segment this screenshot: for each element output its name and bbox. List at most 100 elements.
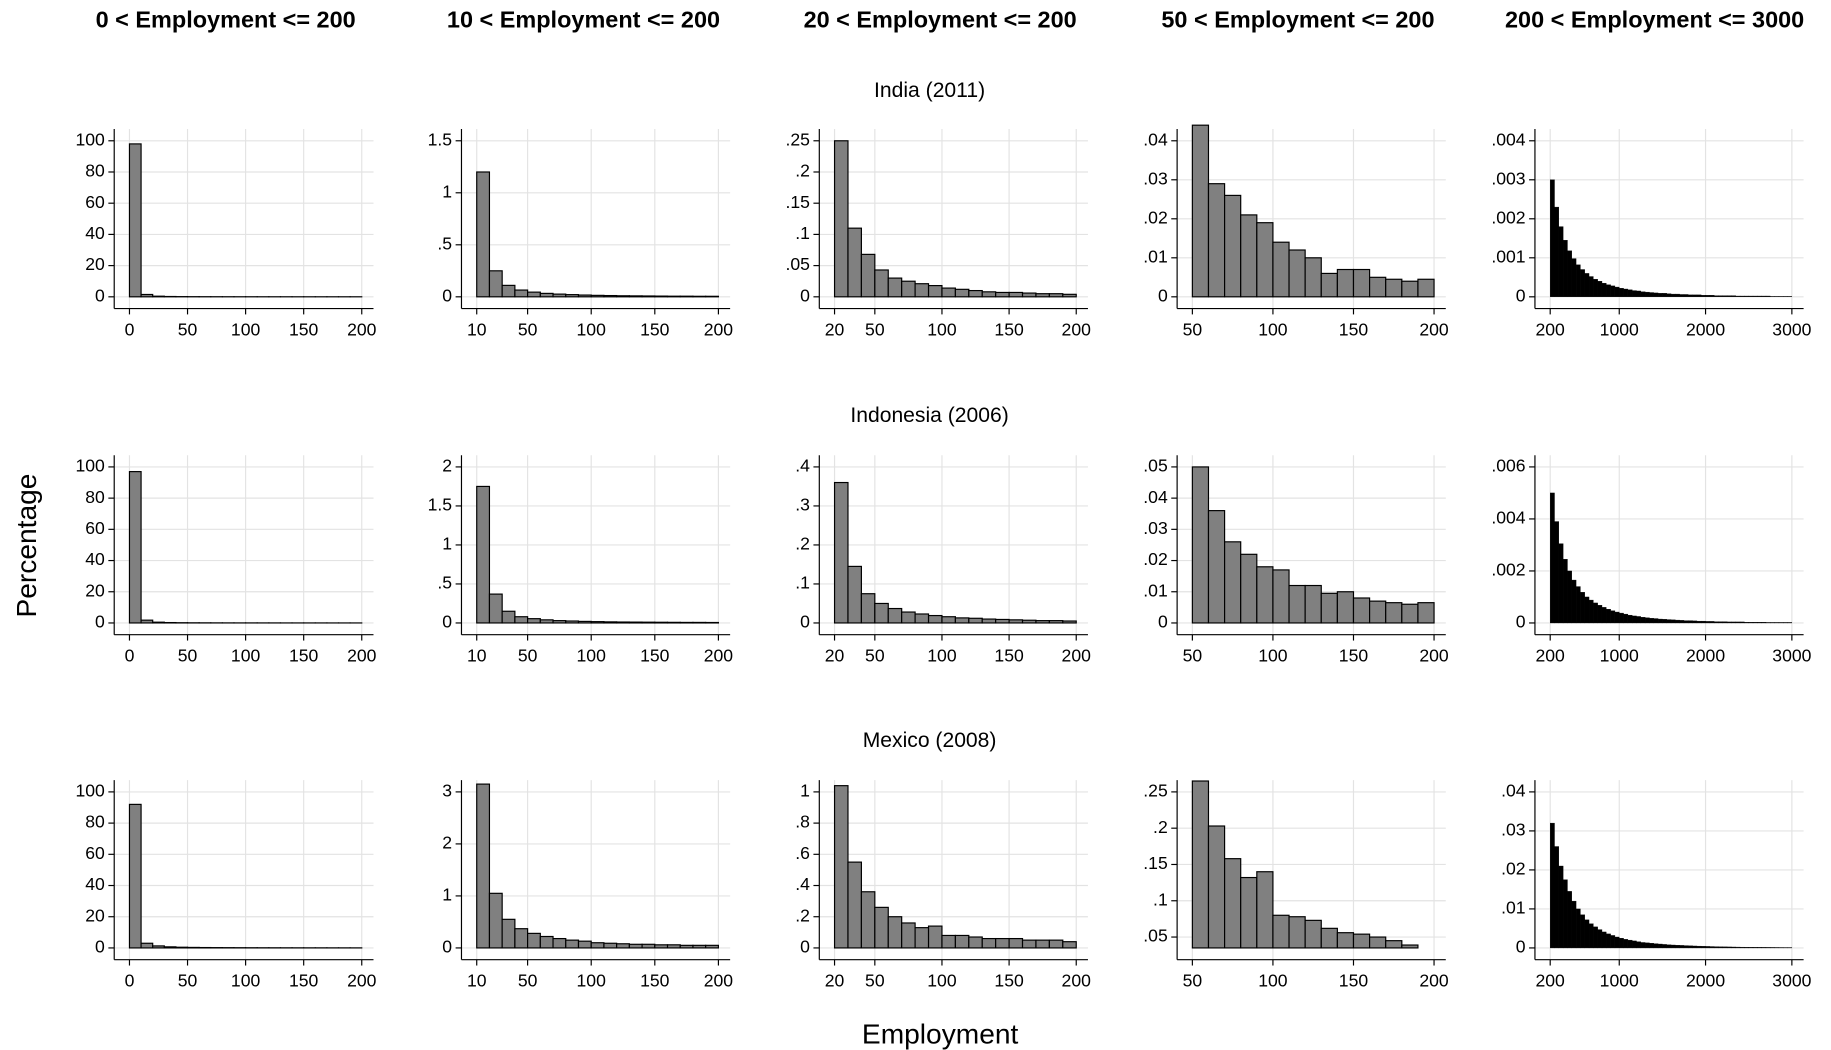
histogram-bar <box>1632 290 1637 297</box>
histogram-bar <box>1765 622 1771 624</box>
histogram-bar <box>1601 931 1607 949</box>
y-tick-label: 40 <box>85 549 105 569</box>
histogram-bar <box>128 803 142 949</box>
histogram-bar <box>1636 290 1641 297</box>
y-tick-label: 0 <box>800 285 810 305</box>
histogram-bar <box>1550 492 1555 624</box>
histogram-bar <box>1709 946 1715 949</box>
histogram-bar <box>1701 620 1706 624</box>
histogram-bar <box>1657 618 1663 624</box>
histogram-bar <box>1554 846 1560 949</box>
histogram-bar <box>1649 292 1654 297</box>
histogram-bar <box>1597 929 1603 949</box>
histogram-bar <box>860 253 876 298</box>
histogram-bar <box>1588 276 1594 297</box>
histogram-bar <box>1369 936 1387 949</box>
histogram-bar <box>1709 295 1715 297</box>
histogram-bar <box>1770 947 1775 949</box>
histogram-bar <box>565 294 580 298</box>
histogram-bar <box>1288 916 1306 949</box>
histogram-bar <box>1571 579 1577 624</box>
y-tick-label: 0 <box>1158 612 1168 632</box>
histogram-bar <box>1688 620 1693 624</box>
x-tick-label: 2000 <box>1686 646 1725 666</box>
x-tick-label: 200 <box>347 646 377 666</box>
x-tick-label: 100 <box>927 646 957 666</box>
x-tick-label: 150 <box>640 971 670 991</box>
histogram-bar <box>1649 943 1654 949</box>
x-tick-label: 150 <box>640 319 670 339</box>
histogram-bar <box>995 291 1010 298</box>
histogram-bar <box>641 621 656 624</box>
histogram-bar <box>1597 605 1603 624</box>
histogram-bar <box>1304 919 1322 949</box>
x-tick-label: 200 <box>347 319 377 339</box>
histogram-bar <box>1683 945 1689 949</box>
x-tick-label: 150 <box>289 971 319 991</box>
histogram-bar <box>1770 622 1775 624</box>
histogram-bar <box>565 939 580 949</box>
histogram-bar <box>1256 566 1274 624</box>
histogram-bar <box>1562 559 1568 624</box>
histogram-bar <box>1048 939 1064 949</box>
histogram-bar <box>692 621 707 624</box>
histogram-bar <box>1575 908 1581 949</box>
histogram-bar <box>1636 941 1641 949</box>
y-tick-label: 80 <box>85 487 105 507</box>
histogram-bar <box>1657 943 1663 949</box>
histogram-bar <box>927 614 943 624</box>
y-tick-label: .2 <box>795 161 810 181</box>
histogram-bar <box>140 942 154 949</box>
x-tick-label: 200 <box>1419 319 1449 339</box>
y-tick-label: 60 <box>85 843 105 863</box>
histogram-bar <box>1614 611 1620 624</box>
histogram-bar <box>1240 214 1258 298</box>
histogram-bar <box>1765 947 1771 949</box>
row-title: Indonesia (2006) <box>850 404 1008 427</box>
y-tick-label: 20 <box>85 254 105 274</box>
y-tick-label: .2 <box>795 534 810 554</box>
x-tick-label: 100 <box>1258 646 1288 666</box>
histogram-bar <box>1035 939 1050 949</box>
histogram-bar <box>679 944 694 949</box>
histogram-bar <box>1714 621 1719 624</box>
y-tick-label: .5 <box>437 573 452 593</box>
histogram-bar <box>995 618 1010 624</box>
y-tick-label: 0 <box>1516 937 1526 957</box>
y-tick-label: .1 <box>795 223 810 243</box>
y-tick-label: .04 <box>1143 487 1168 507</box>
histogram-bar <box>1550 822 1555 949</box>
histogram-bar <box>1688 945 1693 949</box>
y-tick-label: .002 <box>1491 560 1525 580</box>
histogram-bar <box>666 621 681 624</box>
histogram-bar <box>1683 294 1689 297</box>
histogram-bar <box>1735 295 1741 297</box>
histogram-bar <box>1272 241 1290 298</box>
histogram-bar <box>1683 620 1689 624</box>
histogram-bar <box>1550 179 1555 297</box>
histogram-bar <box>1735 621 1741 624</box>
x-tick-label: 50 <box>865 646 885 666</box>
histogram-bar <box>1240 876 1258 949</box>
histogram-bar <box>1021 292 1037 298</box>
histogram-bar <box>666 944 681 949</box>
x-tick-label: 3000 <box>1772 646 1811 666</box>
histogram-bar <box>1662 619 1667 624</box>
histogram-bar <box>833 481 849 624</box>
histogram-bar <box>1614 286 1620 297</box>
x-axis-title: Employment <box>862 1018 1019 1049</box>
histogram-bar <box>1008 291 1024 298</box>
y-tick-label: .01 <box>1143 580 1167 600</box>
histogram-bar <box>1256 222 1274 298</box>
histogram-bar <box>1008 619 1024 624</box>
histogram-bar <box>1417 278 1435 298</box>
histogram-bar <box>1567 250 1572 297</box>
x-tick-label: 3000 <box>1772 319 1811 339</box>
histogram-bar <box>1417 602 1435 624</box>
y-tick-label: .03 <box>1143 518 1167 538</box>
histogram-bar <box>1666 619 1672 624</box>
histogram-bar <box>1584 919 1590 949</box>
x-tick-label: 100 <box>231 971 261 991</box>
x-tick-label: 200 <box>1062 971 1092 991</box>
